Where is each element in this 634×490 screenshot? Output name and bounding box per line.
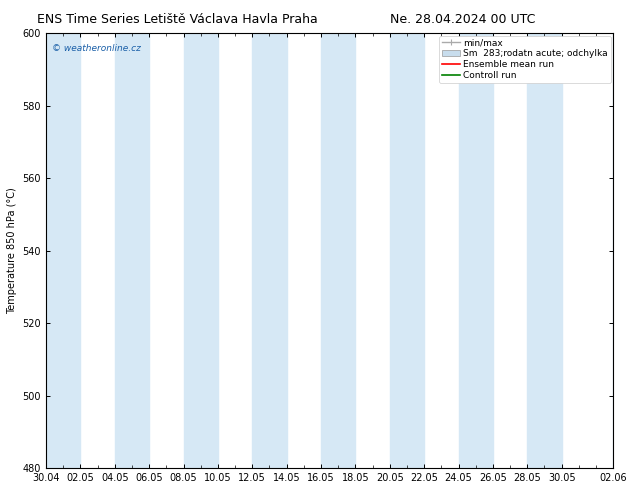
Bar — [458, 33, 493, 468]
Text: Ne. 28.04.2024 00 UTC: Ne. 28.04.2024 00 UTC — [390, 13, 536, 26]
Bar — [115, 33, 149, 468]
Bar — [183, 33, 218, 468]
Bar — [321, 33, 356, 468]
Text: © weatheronline.cz: © weatheronline.cz — [51, 44, 141, 53]
Bar — [46, 33, 81, 468]
Bar — [613, 33, 622, 468]
Legend: min/max, Sm  283;rodatn acute; odchylka, Ensemble mean run, Controll run: min/max, Sm 283;rodatn acute; odchylka, … — [439, 36, 611, 82]
Bar — [527, 33, 562, 468]
Y-axis label: Temperature 850 hPa (°C): Temperature 850 hPa (°C) — [7, 187, 17, 314]
Text: ENS Time Series Letiště Václava Havla Praha: ENS Time Series Letiště Václava Havla Pr… — [37, 13, 318, 26]
Bar — [390, 33, 424, 468]
Bar — [252, 33, 287, 468]
